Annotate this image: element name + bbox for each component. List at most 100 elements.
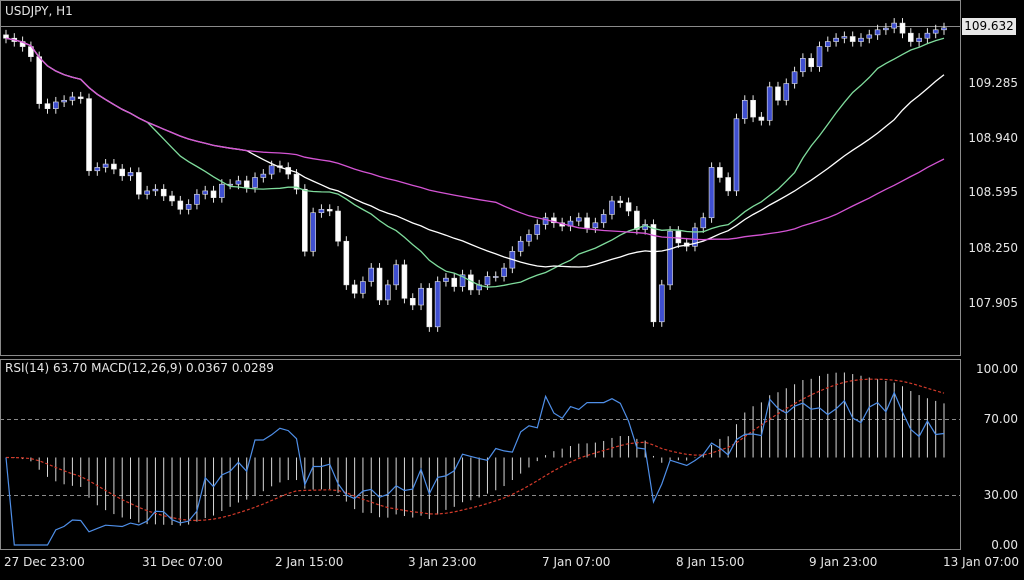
candle-body bbox=[102, 163, 109, 168]
rsi-line bbox=[5, 391, 945, 546]
rsi-scale-label: 100.00 bbox=[976, 362, 1018, 376]
candle-body bbox=[351, 284, 358, 294]
moving-averages-group bbox=[5, 37, 945, 288]
candle-body bbox=[326, 209, 333, 212]
time-label: 27 Dec 23:00 bbox=[4, 555, 85, 569]
candle-body bbox=[849, 36, 856, 42]
candle-body bbox=[94, 167, 101, 172]
price-label: 108.595 bbox=[968, 185, 1018, 199]
price-label: 107.905 bbox=[968, 296, 1018, 310]
candle-body bbox=[617, 200, 624, 203]
candle-body bbox=[634, 210, 640, 230]
candle-body bbox=[202, 190, 209, 195]
candle-body bbox=[136, 172, 142, 195]
candle-body bbox=[883, 27, 889, 31]
candle-body bbox=[542, 217, 549, 225]
rsi-scale-label: 30.00 bbox=[983, 488, 1018, 502]
candle-body bbox=[924, 32, 931, 39]
candle-body bbox=[526, 234, 532, 242]
indicator-group bbox=[5, 372, 945, 546]
candle-body bbox=[235, 180, 242, 185]
candle-body bbox=[501, 267, 507, 277]
candle-body bbox=[932, 29, 939, 34]
candle-body bbox=[177, 200, 184, 210]
candle-body bbox=[144, 190, 150, 195]
rsi-scale-label: 70.00 bbox=[983, 412, 1018, 426]
candle-body bbox=[899, 22, 906, 34]
candle-body bbox=[725, 177, 731, 192]
rsi-scale-label: 0.00 bbox=[991, 538, 1018, 552]
time-label: 7 Jan 07:00 bbox=[542, 555, 611, 569]
candle-body bbox=[268, 165, 275, 175]
price-label: 108.250 bbox=[968, 241, 1018, 255]
candle-body bbox=[866, 34, 873, 39]
candle-body bbox=[119, 168, 126, 177]
candles-group bbox=[3, 18, 947, 332]
candle-body bbox=[833, 37, 839, 42]
candle-body bbox=[824, 41, 831, 47]
candle-body bbox=[459, 274, 466, 287]
candle-body bbox=[343, 240, 350, 286]
candle-body bbox=[750, 99, 756, 118]
candle-body bbox=[194, 193, 200, 205]
candle-body bbox=[916, 37, 922, 42]
candle-body bbox=[376, 267, 383, 301]
candle-body bbox=[302, 188, 308, 252]
candle-body bbox=[775, 86, 781, 101]
candle-body bbox=[658, 284, 665, 323]
candle-body bbox=[534, 224, 541, 235]
candle-body bbox=[434, 281, 441, 328]
candle-body bbox=[551, 217, 557, 224]
candle-body bbox=[584, 217, 590, 229]
candle-body bbox=[717, 167, 723, 178]
candle-body bbox=[791, 71, 798, 84]
candle-body bbox=[111, 163, 117, 170]
candle-body bbox=[443, 277, 449, 282]
candle-body bbox=[360, 281, 366, 294]
candle-body bbox=[783, 83, 790, 101]
time-label: 3 Jan 23:00 bbox=[408, 555, 477, 569]
candle-body bbox=[451, 277, 458, 287]
candle-body bbox=[816, 46, 823, 68]
main-pane-frame bbox=[0, 0, 961, 356]
candle-body bbox=[708, 167, 715, 219]
candle-body bbox=[36, 56, 43, 104]
symbol-label: USDJPY, H1 bbox=[5, 4, 73, 18]
candle-body bbox=[874, 29, 881, 36]
candle-body bbox=[941, 27, 947, 31]
candle-body bbox=[409, 298, 416, 306]
candle-body bbox=[185, 204, 192, 210]
candle-body bbox=[252, 177, 258, 188]
candle-body bbox=[858, 37, 864, 42]
candle-body bbox=[210, 190, 217, 198]
price-label: 108.940 bbox=[968, 131, 1018, 145]
candle-body bbox=[393, 264, 399, 286]
candle-body bbox=[77, 96, 84, 99]
candle-body bbox=[127, 172, 134, 177]
candle-body bbox=[517, 240, 524, 252]
candle-body bbox=[758, 116, 765, 121]
indicator-pane-frame bbox=[0, 359, 961, 550]
candle-body bbox=[418, 287, 424, 306]
price-label: 109.285 bbox=[968, 76, 1018, 90]
candle-body bbox=[385, 284, 391, 301]
time-label: 13 Jan 07:00 bbox=[943, 555, 1019, 569]
candle-body bbox=[609, 200, 615, 215]
candle-body bbox=[53, 101, 59, 109]
candle-body bbox=[318, 209, 325, 214]
candle-body bbox=[733, 118, 740, 192]
time-label: 31 Dec 07:00 bbox=[142, 555, 223, 569]
candle-body bbox=[575, 217, 582, 222]
candle-body bbox=[600, 214, 607, 224]
candle-body bbox=[160, 188, 167, 197]
indicator-label: RSI(14) 63.70 MACD(12,26,9) 0.0367 0.028… bbox=[5, 361, 274, 375]
macd-signal-line bbox=[5, 378, 945, 522]
candle-body bbox=[766, 86, 773, 121]
candle-body bbox=[61, 99, 67, 103]
current-price-badge: 109.632 bbox=[962, 18, 1016, 35]
candle-body bbox=[335, 210, 341, 242]
candle-body bbox=[260, 173, 267, 178]
candle-body bbox=[667, 230, 673, 286]
